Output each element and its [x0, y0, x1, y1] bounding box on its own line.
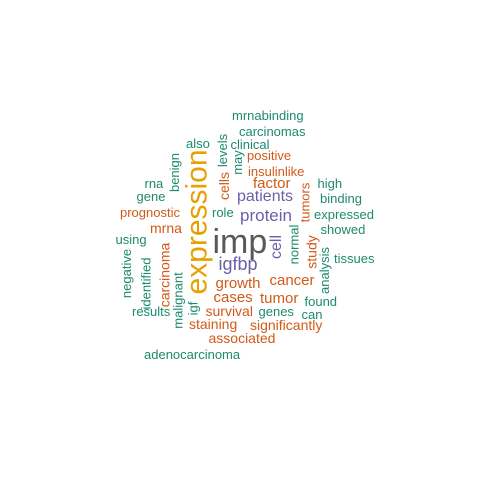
word-patients: patients [237, 188, 294, 205]
word-mrnabinding: mrnabinding [232, 107, 304, 123]
word-cells: cells [216, 171, 233, 201]
word-staining: staining [189, 316, 238, 332]
word-identified: identified [138, 256, 154, 310]
word-found: found [304, 293, 338, 309]
word-genes: genes [258, 303, 294, 319]
word-clinical: clinical [230, 136, 270, 152]
word-negative: negative [118, 248, 134, 298]
word-expressed: expressed [314, 206, 374, 222]
word-role: role [212, 204, 234, 220]
word-levels: levels [214, 133, 230, 167]
word-mrna: mrna [150, 220, 182, 236]
word-tissues: tissues [334, 250, 375, 266]
word-insulinlike: insulinlike [248, 163, 305, 179]
word-adenocarcinoma: adenocarcinoma [144, 346, 241, 362]
word-tumor: tumor [260, 289, 299, 307]
word-benign: benign [166, 152, 182, 192]
word-significantly: significantly [250, 317, 323, 333]
word-may: may [229, 149, 245, 175]
word-imp: imp [212, 223, 268, 261]
word-factor: factor [253, 174, 291, 192]
word-carcinomas: carcinomas [239, 123, 306, 139]
word-showed: showed [320, 221, 366, 237]
word-gene: gene [136, 188, 166, 204]
word-using: using [115, 231, 147, 247]
word-positive: positive [247, 147, 292, 163]
word-prognostic: prognostic [120, 204, 180, 220]
word-cases: cases [213, 288, 253, 306]
word-cancer: cancer [269, 271, 315, 289]
word-associated: associated [208, 330, 276, 346]
word-analysis: analysis [316, 246, 332, 294]
word-high: high [317, 175, 343, 191]
word-results: results [132, 303, 171, 319]
word-protein: protein [240, 205, 292, 225]
word-tumors: tumors [297, 182, 313, 222]
word-normal: normal [286, 224, 302, 264]
word-also: also [186, 135, 210, 151]
word-survival: survival [205, 303, 253, 319]
word-expression: expression [180, 149, 214, 295]
word-cell: cell [268, 234, 286, 260]
word-igf: igf [185, 301, 201, 315]
word-can: can [301, 306, 323, 322]
word-rna: rna [144, 175, 164, 191]
word-growth: growth [215, 274, 261, 292]
word-binding: binding [320, 190, 362, 206]
word-igfbp: igfbp [218, 254, 258, 274]
word-carcinoma: carcinoma [155, 242, 172, 308]
word-malignant: malignant [170, 271, 186, 329]
